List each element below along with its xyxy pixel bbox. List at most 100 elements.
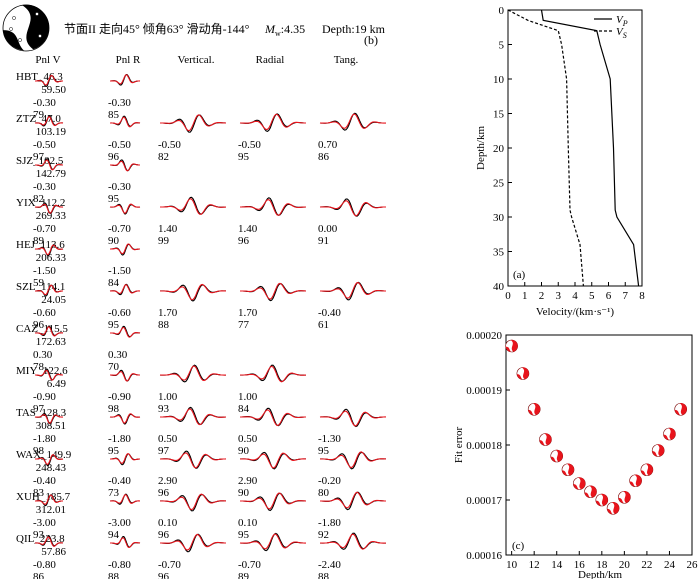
correlation: 78 — [33, 361, 45, 373]
time-shift: -0.50 — [33, 139, 56, 151]
panel-a-frame — [507, 9, 643, 287]
fit-error-point — [606, 501, 620, 515]
time-shift: -0.50 — [158, 139, 181, 151]
fit-error-point — [663, 427, 676, 441]
y-tick-label: 0.00018 — [466, 440, 502, 452]
station-name: YIX_112.2 — [16, 197, 65, 209]
time-shift: 2.90 — [158, 475, 178, 487]
synthetic-waveform — [160, 533, 226, 551]
synthetic-waveform — [159, 365, 226, 382]
correlation: 86 — [33, 571, 45, 579]
station-name: HBT_46.3 — [16, 71, 63, 83]
correlation: 96 — [158, 487, 170, 499]
x-tick-label: 16 — [574, 559, 586, 571]
station-distance: 248.43 — [36, 462, 67, 474]
fit-error-point — [618, 490, 631, 504]
panel-a-xlabel: Velocity/(km·s⁻¹) — [536, 306, 614, 318]
time-shift: -1.80 — [318, 517, 341, 529]
x-tick-label: 1 — [522, 290, 528, 302]
correlation: 82 — [33, 193, 44, 205]
x-tick-label: 18 — [596, 559, 608, 571]
panel-c-ylabel: Fit error — [453, 426, 465, 463]
synthetic-waveform — [320, 282, 386, 299]
panel-a-label: (a) — [513, 269, 526, 281]
correlation: 92 — [318, 529, 329, 541]
correlation: 99 — [158, 235, 170, 247]
panel-a-ylabel: Depth/km — [475, 126, 487, 170]
synthetic-waveform — [35, 74, 63, 86]
panel-b-label: (b) — [364, 33, 378, 47]
station-distance: 59.50 — [41, 84, 66, 96]
legend-entry: VS — [616, 26, 627, 40]
x-tick-label: 26 — [687, 559, 699, 571]
focal-mechanism-beachball — [2, 4, 50, 52]
column-headers: Pnl V Pnl R Vertical. Radial Tang. — [35, 54, 358, 66]
synthetic-waveform — [110, 494, 140, 504]
synthetic-waveform — [320, 491, 386, 509]
x-tick-label: 8 — [639, 290, 645, 302]
synthetic-waveform — [319, 410, 386, 427]
time-shift: 1.70 — [158, 307, 178, 319]
correlation: 97 — [33, 403, 45, 415]
time-shift: 1.00 — [238, 391, 258, 403]
observed-waveform — [160, 364, 226, 383]
synthetic-waveform — [110, 453, 140, 464]
correlation: 95 — [108, 445, 120, 457]
observed-waveform — [160, 406, 227, 425]
x-tick-label: 6 — [606, 290, 612, 302]
synthetic-waveform — [35, 116, 63, 127]
station-marker-0 — [12, 16, 16, 20]
beachball-main-icon — [2, 4, 50, 52]
correlation: 98 — [33, 445, 45, 457]
station-marker-3 — [38, 34, 42, 38]
time-shift: -0.70 — [33, 223, 56, 235]
synthetic-waveform — [35, 326, 63, 337]
x-tick-label: 5 — [589, 290, 595, 302]
correlation: 83 — [33, 487, 45, 499]
station-name: SJZ_102.5 — [16, 155, 64, 167]
station-distance: 312.01 — [36, 504, 66, 516]
time-shift: 0.30 — [33, 349, 53, 361]
synthetic-waveform — [240, 492, 307, 510]
station-distance: 6.49 — [47, 378, 67, 390]
station-name: CAZ_115.5 — [16, 323, 68, 335]
synthetic-waveform — [240, 365, 306, 383]
x-tick-label: 2 — [539, 290, 545, 302]
x-tick-label: 4 — [572, 290, 578, 302]
correlation: 95 — [238, 151, 250, 163]
station-marker-4 — [9, 27, 13, 31]
station-row: QIL_223.857.86-0.8086-0.8088-0.7096-0.70… — [16, 532, 386, 579]
correlation: 89 — [33, 235, 45, 247]
synthetic-waveform — [110, 116, 141, 128]
time-shift: 0.30 — [108, 349, 128, 361]
correlation: 94 — [108, 529, 120, 541]
y-tick-label: 15 — [493, 109, 505, 121]
synthetic-waveform — [110, 371, 140, 382]
correlation: 96 — [158, 571, 170, 579]
correlation: 97 — [33, 151, 45, 163]
time-shift: -0.60 — [108, 307, 131, 319]
observed-waveform — [160, 284, 226, 302]
time-shift: 1.00 — [158, 391, 178, 403]
time-shift: 1.40 — [238, 223, 258, 235]
velocity-line-0 — [540, 9, 640, 287]
panel-c-frame — [505, 334, 693, 556]
station-row: WAX_149.9248.43-0.4083-0.40732.90962.909… — [16, 449, 386, 499]
column-header-2: Vertical. — [178, 54, 215, 66]
correlation: 95 — [108, 193, 120, 205]
synthetic-waveform — [320, 533, 386, 550]
fit-error-point — [674, 402, 688, 416]
synthetic-waveform — [240, 113, 306, 131]
time-shift: -0.80 — [108, 559, 131, 571]
fit-error-point — [651, 444, 665, 457]
time-shift: -1.80 — [108, 433, 131, 445]
correlation: 77 — [238, 319, 250, 331]
fit-error-point — [640, 463, 654, 477]
correlation: 82 — [158, 151, 169, 163]
time-shift: 2.90 — [238, 475, 258, 487]
